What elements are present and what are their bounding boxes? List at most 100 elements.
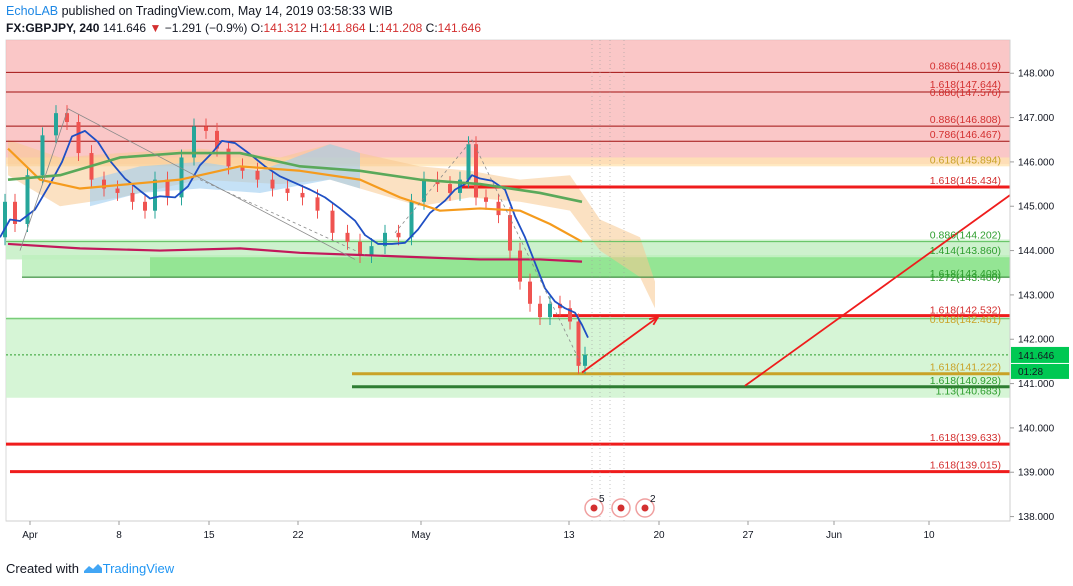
candle-body — [466, 144, 471, 180]
event-flag-icon — [611, 498, 631, 518]
fib-label-13: 1.618(141.222) — [930, 362, 1001, 374]
event-count-0: 5 — [599, 494, 605, 505]
candle-body — [300, 192, 305, 198]
ma-green — [7, 151, 583, 204]
fib-label-17: 1.618(139.015) — [930, 460, 1001, 472]
event-dot — [617, 504, 625, 512]
x-tick-label-3: 22 — [292, 530, 304, 541]
candle — [65, 105, 69, 130]
brand-name[interactable]: EchoLAB — [6, 4, 59, 18]
fib-label-0: 0.886(148.019) — [930, 60, 1001, 72]
candle-body — [558, 303, 562, 309]
candle-body — [76, 122, 81, 154]
candle — [422, 171, 426, 210]
candle — [240, 158, 245, 179]
y-tick-label-1: 139.000 — [1018, 468, 1055, 479]
ma-red — [7, 242, 583, 263]
fib-label-16: 1.618(139.633) — [930, 432, 1001, 444]
candle-body — [422, 179, 426, 202]
high-label: H: — [310, 21, 323, 35]
candle-body — [215, 130, 219, 149]
projection-arrow-1 — [581, 316, 659, 374]
candle-body — [285, 188, 290, 193]
x-tick-label-7: 27 — [742, 530, 754, 541]
candle-body — [115, 188, 120, 193]
candle — [345, 224, 350, 250]
x-tick-label-9: 10 — [923, 530, 935, 541]
current-price-badge — [1011, 346, 1069, 363]
candle-body — [102, 179, 106, 189]
fib-label-2: 0.886(147.576) — [930, 87, 1001, 99]
zones — [5, 39, 1011, 522]
candle-body — [508, 215, 512, 251]
candle-body — [345, 232, 350, 242]
created-with-label: Created with — [6, 561, 79, 576]
y-tick-label-3: 141.000 — [1018, 379, 1055, 390]
candle — [369, 238, 374, 263]
candle-body — [204, 126, 208, 131]
candle — [40, 127, 45, 184]
ma-blue — [0, 129, 589, 338]
fib-labels: 0.886(148.019) 1.618(147.644)0.886(147.57… — [930, 60, 1001, 471]
fib-label-12: 0.618(142.461) — [930, 314, 1001, 326]
x-tick-label-5: 13 — [563, 530, 575, 541]
high-value: 141.864 — [322, 21, 366, 35]
candle-body — [315, 197, 320, 211]
projection-line-2 — [744, 194, 1011, 387]
ohlc-line: FX:GBPJPY, 240 141.646 ▼ −1.291 (−0.9%) … — [6, 21, 481, 35]
fib-label-11: 1.618(142.532) — [930, 305, 1001, 317]
candle — [153, 171, 157, 219]
candle — [3, 193, 7, 246]
event-count-2: 2 — [650, 494, 656, 505]
publish-info: published on TradingView.com, May 14, 20… — [58, 4, 393, 18]
candle — [568, 300, 572, 330]
trend-line-4 — [394, 139, 473, 234]
candle-body — [270, 179, 275, 189]
low-label: L: — [368, 21, 379, 35]
candle-body — [448, 184, 452, 193]
candle-body — [528, 281, 532, 304]
candle — [102, 171, 106, 197]
open-label: O: — [250, 21, 264, 35]
candle-body — [240, 166, 245, 171]
y-tick-label-8: 146.000 — [1018, 157, 1055, 168]
fib-label-3: 0.886(146.808) — [930, 114, 1001, 126]
y-tick-label-7: 145.000 — [1018, 202, 1055, 213]
candle-body — [518, 250, 522, 282]
event-flag-icon: 2 — [635, 494, 656, 518]
y-tick-label-10: 148.000 — [1018, 69, 1055, 80]
candle — [165, 171, 170, 206]
candle-body — [255, 170, 260, 180]
candle-body — [25, 175, 30, 224]
candle-body — [143, 201, 147, 211]
candle-body — [583, 354, 587, 366]
candle — [192, 118, 196, 166]
candle — [358, 233, 362, 263]
candle-body — [548, 303, 552, 318]
candle — [484, 189, 488, 210]
fib-label-14: 1.618(140.928) — [930, 375, 1001, 387]
y-tick-label-5: 143.000 — [1018, 290, 1055, 301]
fib-label-4: 0.786(146.467) — [930, 129, 1001, 141]
support-zone-4 — [6, 317, 1010, 398]
candle — [204, 118, 208, 139]
tradingview-brand[interactable]: TradingView — [102, 561, 175, 576]
candle-body — [40, 135, 45, 176]
countdown-badge — [1011, 363, 1069, 379]
support-zone-3 — [150, 257, 1010, 278]
candle-body — [192, 126, 196, 158]
current-price-value: 141.646 — [1018, 351, 1055, 362]
event-flag-icon: 5 — [584, 494, 605, 518]
fib-label-5: 0.618(145.894) — [930, 155, 1001, 167]
candle — [538, 295, 542, 326]
candle-body — [130, 192, 135, 202]
candle-body — [13, 201, 17, 224]
y-tick-label-0: 138.000 — [1018, 512, 1055, 523]
candle-body — [330, 210, 335, 233]
candle — [179, 149, 184, 206]
publish-line: EchoLAB published on TradingView.com, Ma… — [6, 4, 393, 18]
candle — [54, 105, 58, 144]
trend-line-2 — [19, 108, 69, 251]
fib-label-10: 1.272(143.400) — [930, 272, 1001, 284]
